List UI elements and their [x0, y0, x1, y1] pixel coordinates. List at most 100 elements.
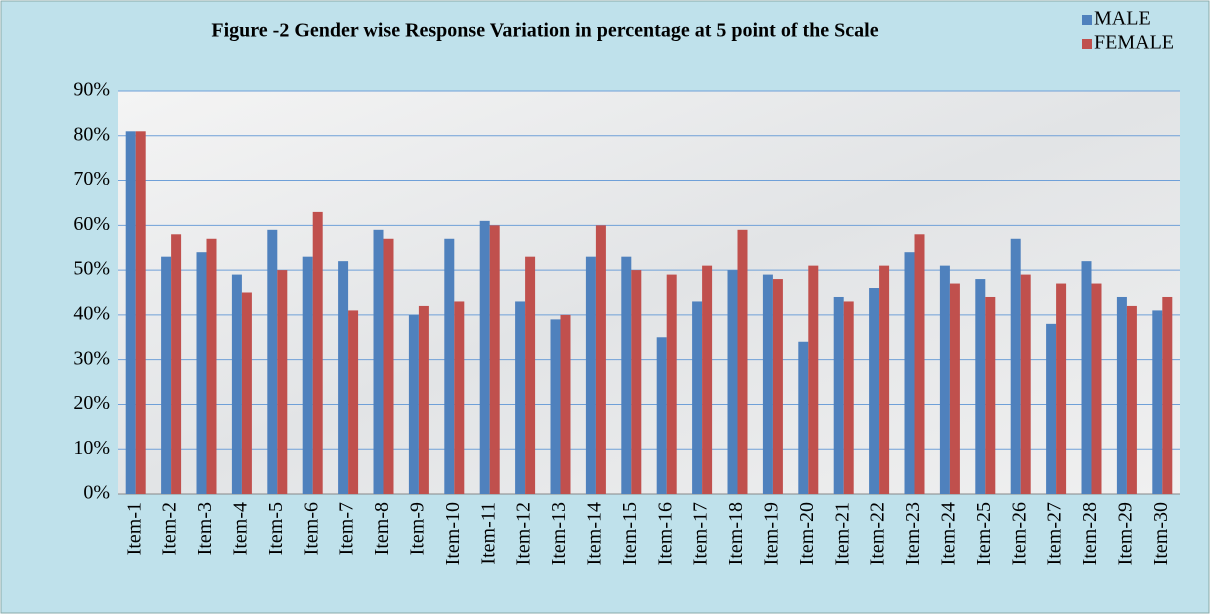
bar: [621, 256, 632, 494]
bar: [408, 314, 419, 494]
x-tick-label: Item-1: [123, 502, 145, 555]
bar: [302, 256, 313, 494]
legend-label: FEMALE: [1094, 32, 1174, 54]
bar: [196, 252, 207, 494]
bar: [656, 337, 667, 494]
bar: [1116, 296, 1127, 494]
y-tick-label: 50%: [73, 258, 110, 280]
x-tick-label: Item-24: [937, 502, 959, 565]
legend-label: MALE: [1094, 8, 1151, 30]
bar: [560, 314, 571, 494]
bar: [444, 238, 455, 494]
x-tick-label: Item-9: [406, 502, 428, 555]
x-tick-label: Item-23: [902, 502, 924, 565]
y-tick-label: 60%: [73, 213, 110, 235]
bar: [1162, 296, 1173, 494]
bar: [135, 131, 146, 495]
x-tick-label: Item-25: [973, 502, 995, 565]
bar: [277, 270, 288, 494]
bar: [515, 301, 526, 494]
x-tick-label: Item-27: [1044, 502, 1066, 565]
bar: [348, 310, 359, 494]
bar: [1046, 323, 1057, 494]
bar: [125, 131, 136, 495]
bar: [702, 265, 713, 494]
y-tick-label: 0%: [83, 482, 110, 504]
bar: [161, 256, 172, 494]
bar: [904, 252, 915, 494]
bar: [479, 220, 490, 494]
bar: [418, 305, 429, 494]
bar: [798, 341, 809, 494]
x-tick-label: Item-6: [300, 502, 322, 555]
x-tick-label: Item-11: [477, 502, 499, 565]
bar: [692, 301, 703, 494]
bar: [267, 229, 278, 495]
x-tick-label: Item-20: [796, 502, 818, 565]
x-tick-label: Item-15: [619, 502, 641, 565]
bar: [772, 279, 783, 494]
bar: [489, 225, 500, 495]
bar: [383, 238, 394, 494]
bar: [312, 211, 323, 494]
bar: [1081, 261, 1092, 494]
legend-swatch: [1082, 39, 1092, 49]
bar: [975, 279, 986, 494]
y-tick-label: 70%: [73, 168, 110, 190]
x-tick-label: Item-19: [760, 502, 782, 565]
y-tick-label: 10%: [73, 437, 110, 459]
chart-title: Figure -2 Gender wise Response Variation…: [211, 20, 878, 42]
x-tick-label: Item-12: [513, 502, 535, 565]
bar: [373, 229, 384, 495]
bar: [869, 288, 880, 494]
bar: [338, 261, 349, 494]
bar: [762, 274, 773, 494]
bar: [666, 274, 677, 494]
bar: [241, 292, 252, 494]
x-tick-label: Item-29: [1114, 502, 1136, 565]
y-tick-label: 90%: [73, 79, 110, 101]
bar: [171, 234, 182, 495]
bar: [585, 256, 596, 494]
bar: [1152, 310, 1163, 494]
bar: [843, 301, 854, 494]
x-tick-label: Item-17: [690, 502, 712, 565]
x-tick-label: Item-16: [654, 502, 676, 565]
x-tick-label: Item-18: [725, 502, 747, 565]
plot-area: [118, 91, 1180, 494]
x-tick-label: Item-30: [1150, 502, 1172, 565]
x-tick-label: Item-26: [1008, 502, 1030, 565]
bar: [206, 238, 217, 494]
x-tick-label: Item-14: [583, 502, 605, 565]
bar: [1010, 238, 1021, 494]
y-tick-label: 20%: [73, 392, 110, 414]
x-tick-label: Item-5: [265, 502, 287, 555]
bar: [949, 283, 960, 494]
x-tick-label: Item-2: [159, 502, 181, 555]
bar: [879, 265, 890, 494]
bar: [833, 296, 844, 494]
y-tick-label: 40%: [73, 302, 110, 324]
bar: [808, 265, 819, 494]
bar: [454, 301, 465, 494]
x-tick-label: Item-3: [194, 502, 216, 555]
bar: [737, 229, 748, 495]
bar: [914, 234, 925, 495]
bar: [985, 296, 996, 494]
x-tick-label: Item-28: [1079, 502, 1101, 565]
bar: [1020, 274, 1031, 494]
bar: [939, 265, 950, 494]
x-tick-label: Item-8: [371, 502, 393, 555]
bar: [727, 270, 738, 494]
bar: [595, 225, 606, 495]
x-tick-label: Item-10: [442, 502, 464, 565]
x-tick-label: Item-4: [229, 502, 251, 555]
bar: [1126, 305, 1137, 494]
bar: [1056, 283, 1067, 494]
x-tick-label: Item-13: [548, 502, 570, 565]
legend-swatch: [1082, 15, 1092, 25]
x-tick-label: Item-7: [336, 502, 358, 555]
x-tick-label: Item-21: [831, 502, 853, 565]
bar: [550, 319, 561, 494]
